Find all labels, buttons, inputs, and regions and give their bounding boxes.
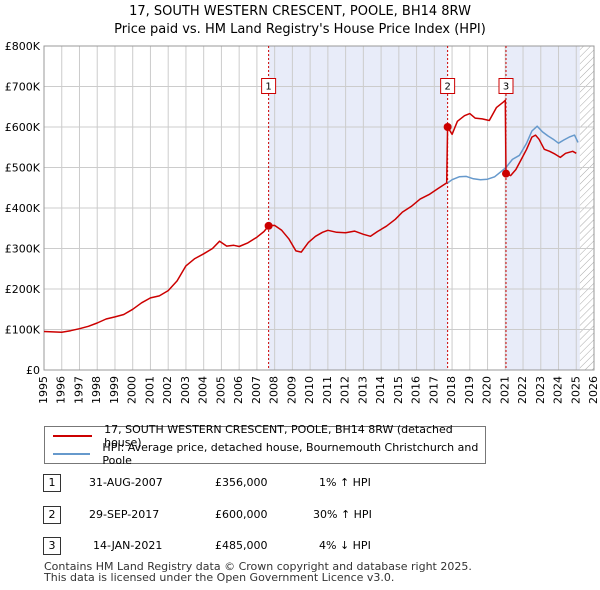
legend-swatch-hpi xyxy=(53,453,91,455)
y-tick-label: £200K xyxy=(5,283,41,296)
transaction-number-badge: 3 xyxy=(43,537,61,555)
x-tick-label: 2019 xyxy=(463,376,476,404)
legend-label-price: 17, SOUTH WESTERN CRESCENT, POOLE, BH14 … xyxy=(104,423,453,449)
footer-line-2: This data is licensed under the Open Gov… xyxy=(44,571,395,584)
x-tick-label: 1998 xyxy=(90,376,103,404)
x-tick-label: 2017 xyxy=(427,376,440,404)
x-tick-label: 1999 xyxy=(108,376,121,404)
x-tick-label: 2004 xyxy=(197,376,210,404)
x-tick-label: 2024 xyxy=(552,376,565,404)
transaction-label-number: 1 xyxy=(265,82,271,93)
chart-subtitle: Price paid vs. HM Land Registry's House … xyxy=(114,22,486,37)
x-tick-label: 2003 xyxy=(179,376,192,404)
transaction-hpi-diff: 1% ↑ HPI xyxy=(319,476,371,489)
x-tick-label: 2018 xyxy=(445,376,458,404)
x-tick-label: 2014 xyxy=(374,376,387,404)
hpi-line xyxy=(447,125,579,184)
x-tick-label: 2023 xyxy=(534,376,547,404)
footer-line-1: Contains HM Land Registry data © Crown c… xyxy=(44,560,472,573)
price-paid-line xyxy=(43,99,577,334)
transaction-date: 14-JAN-2021 xyxy=(93,539,163,552)
legend-label-hpi: HPI: Average price, detached house, Bour… xyxy=(102,441,479,467)
y-tick-label: £700K xyxy=(5,81,41,94)
price-chart: £0 £100K £200K £300K £400K £500K £600K £700K £80… xyxy=(5,40,600,404)
x-tick-label: 2026 xyxy=(587,376,600,404)
x-tick-label: 2006 xyxy=(232,376,245,404)
transaction-label-number: 3 xyxy=(503,82,509,93)
x-tick-label: 1995 xyxy=(37,376,50,404)
x-tick-label: 2021 xyxy=(498,376,511,404)
transaction-number-badge: 2 xyxy=(43,506,61,524)
x-tick-label: 2000 xyxy=(126,376,139,404)
x-tick-label: 2020 xyxy=(481,376,494,404)
x-tick-label: 2015 xyxy=(392,376,405,404)
transaction-label-number: 2 xyxy=(444,82,450,93)
transaction-hpi-diff: 30% ↑ HPI xyxy=(313,508,372,521)
x-tick-label: 2025 xyxy=(569,376,582,404)
y-tick-label: £400K xyxy=(5,202,41,215)
x-tick-label: 2012 xyxy=(339,376,352,404)
transaction-label-box xyxy=(440,78,456,94)
legend-item-hpi: HPI: Average price, detached house, Bour… xyxy=(53,441,485,467)
x-tick-label: 2007 xyxy=(250,376,263,404)
transaction-label-box xyxy=(261,78,277,94)
chart-title: 17, SOUTH WESTERN CRESCENT, POOLE, BH14 … xyxy=(129,4,471,19)
transaction-price: £356,000 xyxy=(215,476,268,489)
x-tick-label: 2009 xyxy=(285,376,298,404)
x-tick-label: 2010 xyxy=(303,376,316,404)
transaction-hpi-diff: 4% ↓ HPI xyxy=(319,539,371,552)
y-tick-label: £0 xyxy=(26,364,40,377)
x-tick-label: 1997 xyxy=(72,376,85,404)
x-tick-label: 2016 xyxy=(410,376,423,404)
transaction-point-marker xyxy=(264,221,273,230)
y-tick-label: £300K xyxy=(5,243,41,256)
y-tick-label: £600K xyxy=(5,121,41,134)
x-tick-label: 2001 xyxy=(143,376,156,404)
chart-legend: 17, SOUTH WESTERN CRESCENT, POOLE, BH14 … xyxy=(44,423,486,467)
plot-border xyxy=(43,45,595,371)
transaction-date: 29-SEP-2017 xyxy=(89,508,160,521)
y-tick-label: £500K xyxy=(5,162,41,175)
transaction-number-badge: 1 xyxy=(43,474,61,492)
footer-copyright: Contains HM Land Registry data © Crown c… xyxy=(44,561,472,583)
transaction-label-box xyxy=(498,78,514,94)
y-tick-label: £100K xyxy=(5,324,41,337)
transaction-price: £485,000 xyxy=(215,539,268,552)
transaction-point-marker xyxy=(443,123,452,131)
x-tick-label: 2013 xyxy=(356,376,369,404)
x-tick-label: 2008 xyxy=(268,376,281,404)
transaction-price: £600,000 xyxy=(215,508,268,521)
legend-item-price: 17, SOUTH WESTERN CRESCENT, POOLE, BH14 … xyxy=(53,423,485,449)
x-tick-label: 2022 xyxy=(516,376,529,404)
y-tick-label: £800K xyxy=(5,40,41,53)
x-tick-label: 2011 xyxy=(321,376,334,404)
transaction-date: 31-AUG-2007 xyxy=(89,476,163,489)
legend-swatch-price xyxy=(53,435,93,437)
x-tick-label: 2002 xyxy=(161,376,174,404)
transaction-point-marker xyxy=(502,169,510,178)
x-tick-label: 1996 xyxy=(55,376,68,404)
x-tick-label: 2005 xyxy=(214,376,227,404)
